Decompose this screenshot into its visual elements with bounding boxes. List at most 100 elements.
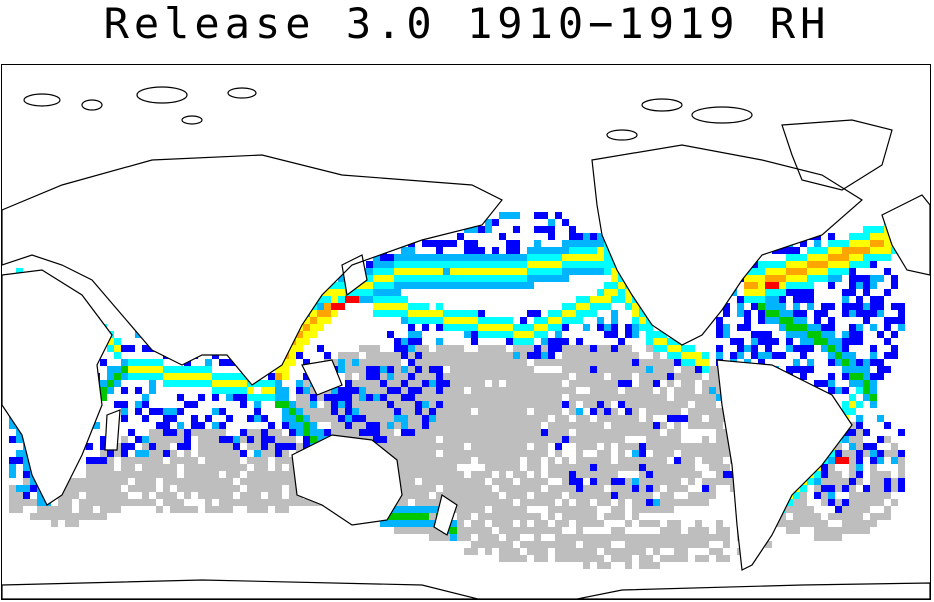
sparse-cell (86, 485, 93, 492)
obs-cell (716, 317, 723, 324)
lane-cell (807, 331, 814, 338)
sparse-cell (597, 562, 604, 569)
obs-cell (870, 352, 877, 359)
obs-cell (807, 303, 814, 310)
sparse-cell (583, 401, 590, 408)
obs-cell (408, 394, 415, 401)
sparse-cell (667, 380, 674, 387)
obs-cell (415, 366, 422, 373)
lane-cell (485, 268, 492, 275)
sparse-cell (254, 471, 261, 478)
sparse-cell (562, 352, 569, 359)
lane-cell (408, 261, 415, 268)
sparse-cell (429, 394, 436, 401)
lane-cell (583, 268, 590, 275)
sparse-cell (254, 485, 261, 492)
obs-cell (877, 436, 884, 443)
sparse-cell (513, 548, 520, 555)
lane-cell (660, 345, 667, 352)
sparse-cell (464, 513, 471, 520)
sparse-cell (520, 527, 527, 534)
obs-cell (646, 499, 653, 506)
lane-cell (422, 254, 429, 261)
obs-cell (786, 289, 793, 296)
lane-cell (625, 303, 632, 310)
sparse-cell (506, 548, 513, 555)
obs-cell (100, 457, 107, 464)
obs-cell (352, 387, 359, 394)
sparse-cell (534, 541, 541, 548)
sparse-cell (569, 380, 576, 387)
obs-cell (436, 387, 443, 394)
sparse-cell (576, 464, 583, 471)
obs-cell (751, 352, 758, 359)
sparse-cell (625, 387, 632, 394)
obs-cell (569, 471, 576, 478)
sparse-cell (527, 422, 534, 429)
lane-cell (478, 275, 485, 282)
lane-cell (16, 429, 23, 436)
obs-cell (534, 240, 541, 247)
sparse-cell (436, 394, 443, 401)
lane-cell (366, 268, 373, 275)
sparse-cell (254, 457, 261, 464)
sparse-cell (688, 373, 695, 380)
obs-cell (639, 450, 646, 457)
obs-cell (443, 240, 450, 247)
lane-cell (401, 282, 408, 289)
sparse-cell (639, 485, 646, 492)
sparse-cell (674, 499, 681, 506)
obs-cell (562, 324, 569, 331)
sparse-cell (422, 366, 429, 373)
sparse-cell (541, 492, 548, 499)
lane-cell (870, 233, 877, 240)
sparse-cell (387, 359, 394, 366)
obs-cell (856, 450, 863, 457)
sparse-cell (870, 520, 877, 527)
sparse-cell (541, 359, 548, 366)
lane-cell (527, 324, 534, 331)
sparse-cell (191, 429, 198, 436)
sparse-cell (562, 548, 569, 555)
sparse-cell (282, 478, 289, 485)
lane-cell (415, 317, 422, 324)
sparse-cell (618, 436, 625, 443)
obs-cell (863, 359, 870, 366)
lane-cell (401, 520, 408, 527)
obs-cell (114, 401, 121, 408)
sparse-cell (527, 394, 534, 401)
sparse-cell (436, 359, 443, 366)
sparse-cell (527, 485, 534, 492)
obs-cell (849, 289, 856, 296)
obs-cell (730, 338, 737, 345)
lane-cell (576, 303, 583, 310)
sparse-cell (534, 429, 541, 436)
lane-cell (331, 296, 338, 303)
sparse-cell (226, 471, 233, 478)
sparse-cell (72, 520, 79, 527)
obs-cell (618, 401, 625, 408)
lane-cell (373, 275, 380, 282)
sparse-cell (674, 394, 681, 401)
lane-cell (569, 240, 576, 247)
lane-cell (492, 261, 499, 268)
obs-cell (534, 226, 541, 233)
obs-cell (142, 415, 149, 422)
lane-cell (527, 338, 534, 345)
obs-cell (226, 359, 233, 366)
sparse-cell (527, 387, 534, 394)
obs-cell (898, 478, 905, 485)
sparse-cell (184, 457, 191, 464)
hotspot-cell (331, 303, 338, 310)
sparse-cell (870, 464, 877, 471)
lane-cell (548, 254, 555, 261)
sparse-cell (450, 345, 457, 352)
lane-cell (863, 240, 870, 247)
sparse-cell (492, 401, 499, 408)
sparse-cell (625, 429, 632, 436)
sparse-cell (478, 415, 485, 422)
sparse-cell (583, 345, 590, 352)
sparse-cell (618, 394, 625, 401)
sparse-cell (163, 499, 170, 506)
sparse-cell (485, 401, 492, 408)
